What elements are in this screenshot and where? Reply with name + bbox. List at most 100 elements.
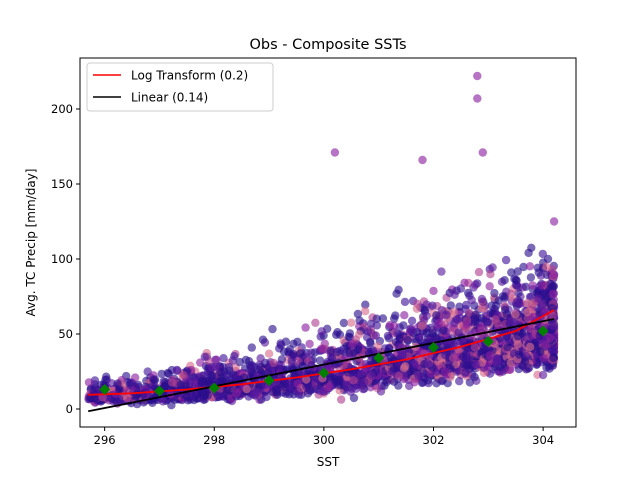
scatter-point (337, 395, 346, 404)
scatter-point (235, 357, 244, 367)
scatter-point (485, 351, 494, 360)
scatter-point (542, 262, 551, 271)
scatter-point (157, 369, 166, 379)
x-tick-label: 300 (313, 433, 335, 447)
scatter-point (212, 355, 221, 364)
scatter-point (293, 337, 302, 346)
scatter-point (473, 94, 482, 103)
scatter-point (163, 368, 173, 378)
scatter-point (523, 308, 532, 317)
axes-frame (79, 57, 577, 428)
scatter-point (432, 311, 441, 320)
scatter-point (536, 347, 545, 357)
scatter-point (311, 318, 320, 327)
scatter-point (455, 377, 464, 386)
scatter-point (349, 376, 358, 385)
scatter-point (453, 315, 462, 325)
scatter-point (400, 311, 409, 320)
scatter-point (378, 314, 388, 323)
scatter-point (548, 289, 558, 299)
scatter-point (225, 366, 234, 375)
bin-mean-marker (373, 352, 385, 364)
scatter-point (376, 387, 386, 396)
scatter-point (264, 349, 274, 358)
scatter-point (232, 389, 241, 398)
scatter-point (173, 366, 182, 376)
scatter-point (84, 378, 94, 387)
scatter-point (432, 334, 441, 343)
scatter-point (492, 354, 502, 363)
scatter-point (476, 322, 485, 331)
scatter-point (133, 380, 143, 390)
scatter-point (472, 360, 481, 369)
x-tick-label: 296 (94, 433, 116, 447)
scatter-point (353, 309, 363, 319)
legend-label-log: Log Transform (0.2) (131, 69, 248, 83)
scatter-point (197, 378, 206, 387)
scatter-point (412, 304, 422, 313)
scatter-point (326, 372, 335, 381)
scatter-point (269, 358, 278, 368)
scatter-point (362, 333, 372, 342)
scatter-point (383, 331, 393, 341)
scatter-point (498, 292, 507, 301)
scatter-point (449, 353, 458, 363)
y-tick-label: 150 (51, 177, 73, 191)
scatter-point (401, 362, 410, 371)
scatter-point (400, 297, 410, 307)
series-line-1 (88, 318, 555, 413)
scatter-point (258, 335, 268, 344)
scatter-point (525, 262, 535, 271)
scatter-point (519, 262, 528, 272)
scatter-point (545, 334, 555, 343)
scatter-point (442, 310, 451, 319)
y-axis: 0 50 100 150 200 (51, 102, 80, 416)
scatter-point (523, 298, 532, 308)
scatter-point (513, 340, 523, 349)
scatter-point (485, 369, 495, 378)
scatter-point (488, 263, 497, 272)
y-tick-label: 200 (51, 102, 73, 116)
scatter-point (204, 377, 213, 386)
scatter-point (305, 339, 314, 349)
scatter-point (296, 349, 305, 358)
scatter-point (526, 273, 536, 282)
scatter-point (470, 343, 480, 352)
scatter-point (486, 270, 495, 279)
x-axis-label: SST (317, 455, 340, 469)
scatter-point (168, 378, 177, 387)
scatter-point (548, 311, 557, 320)
bin-mean-marker (537, 325, 549, 337)
scatter-point (293, 379, 302, 388)
scatter-point (538, 370, 548, 380)
scatter-point (441, 351, 450, 360)
scatter-point (524, 248, 533, 258)
scatter-point (208, 371, 217, 380)
scatter-point (326, 346, 335, 355)
scatter-point (414, 371, 423, 380)
scatter-point (348, 339, 357, 349)
scatter-point (250, 391, 260, 400)
scatter-point (548, 321, 557, 330)
x-axis: 296 298 300 302 304 (94, 427, 554, 447)
scatter-point (418, 155, 427, 165)
scatter-point (500, 276, 509, 285)
scatter-point (392, 289, 401, 298)
scatter-point (131, 373, 140, 382)
scatter-point (317, 327, 326, 336)
scatter-point (465, 378, 475, 387)
scatter-point (439, 326, 448, 335)
scatter-point (456, 284, 466, 293)
scatter-point (477, 294, 487, 304)
scatter-point (407, 326, 416, 336)
scatter-point (371, 331, 380, 340)
scatter-point (367, 371, 376, 380)
scatter-point (491, 315, 500, 324)
scatter-point (462, 361, 472, 370)
scatter-point (367, 356, 376, 365)
scatter-point (115, 385, 124, 394)
scatter-point (521, 282, 530, 291)
scatter-point (510, 274, 519, 283)
scatter-point (355, 330, 364, 339)
scatter-point (213, 391, 223, 400)
